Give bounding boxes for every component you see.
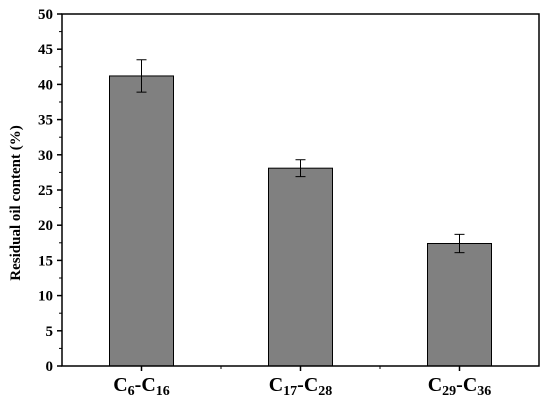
x-tick-label-3: C29-C36 (428, 374, 492, 399)
axes-layer (57, 13, 540, 371)
bar-3 (427, 243, 492, 367)
y-tick-label-5: 5 (46, 324, 54, 340)
y-tick-label-50: 50 (38, 7, 53, 23)
y-tick-label-35: 35 (38, 113, 53, 129)
bars-layer (109, 75, 492, 367)
y-tick-label-25: 25 (38, 183, 53, 199)
labels-layer: C6-C16 C17-C28 C29-C36 0 5 10 15 20 25 30 35 40 45 50 (38, 7, 491, 399)
error-bars-layer (136, 59, 465, 254)
y-axis-label: Residual oil content (%) (8, 125, 24, 280)
y-tick-label-0: 0 (46, 359, 54, 375)
x-tick-label-2: C17-C28 (269, 374, 333, 399)
y-tick-label-15: 15 (38, 253, 53, 269)
y-tick-label-20: 20 (38, 218, 53, 234)
bar-2 (268, 167, 333, 367)
y-tick-label-45: 45 (38, 42, 53, 58)
bar-1 (109, 75, 174, 367)
y-tick-label-40: 40 (38, 77, 53, 93)
y-tick-label-30: 30 (38, 148, 53, 164)
x-tick-label-1: C6-C16 (113, 374, 170, 399)
y-tick-label-10: 10 (38, 289, 53, 305)
